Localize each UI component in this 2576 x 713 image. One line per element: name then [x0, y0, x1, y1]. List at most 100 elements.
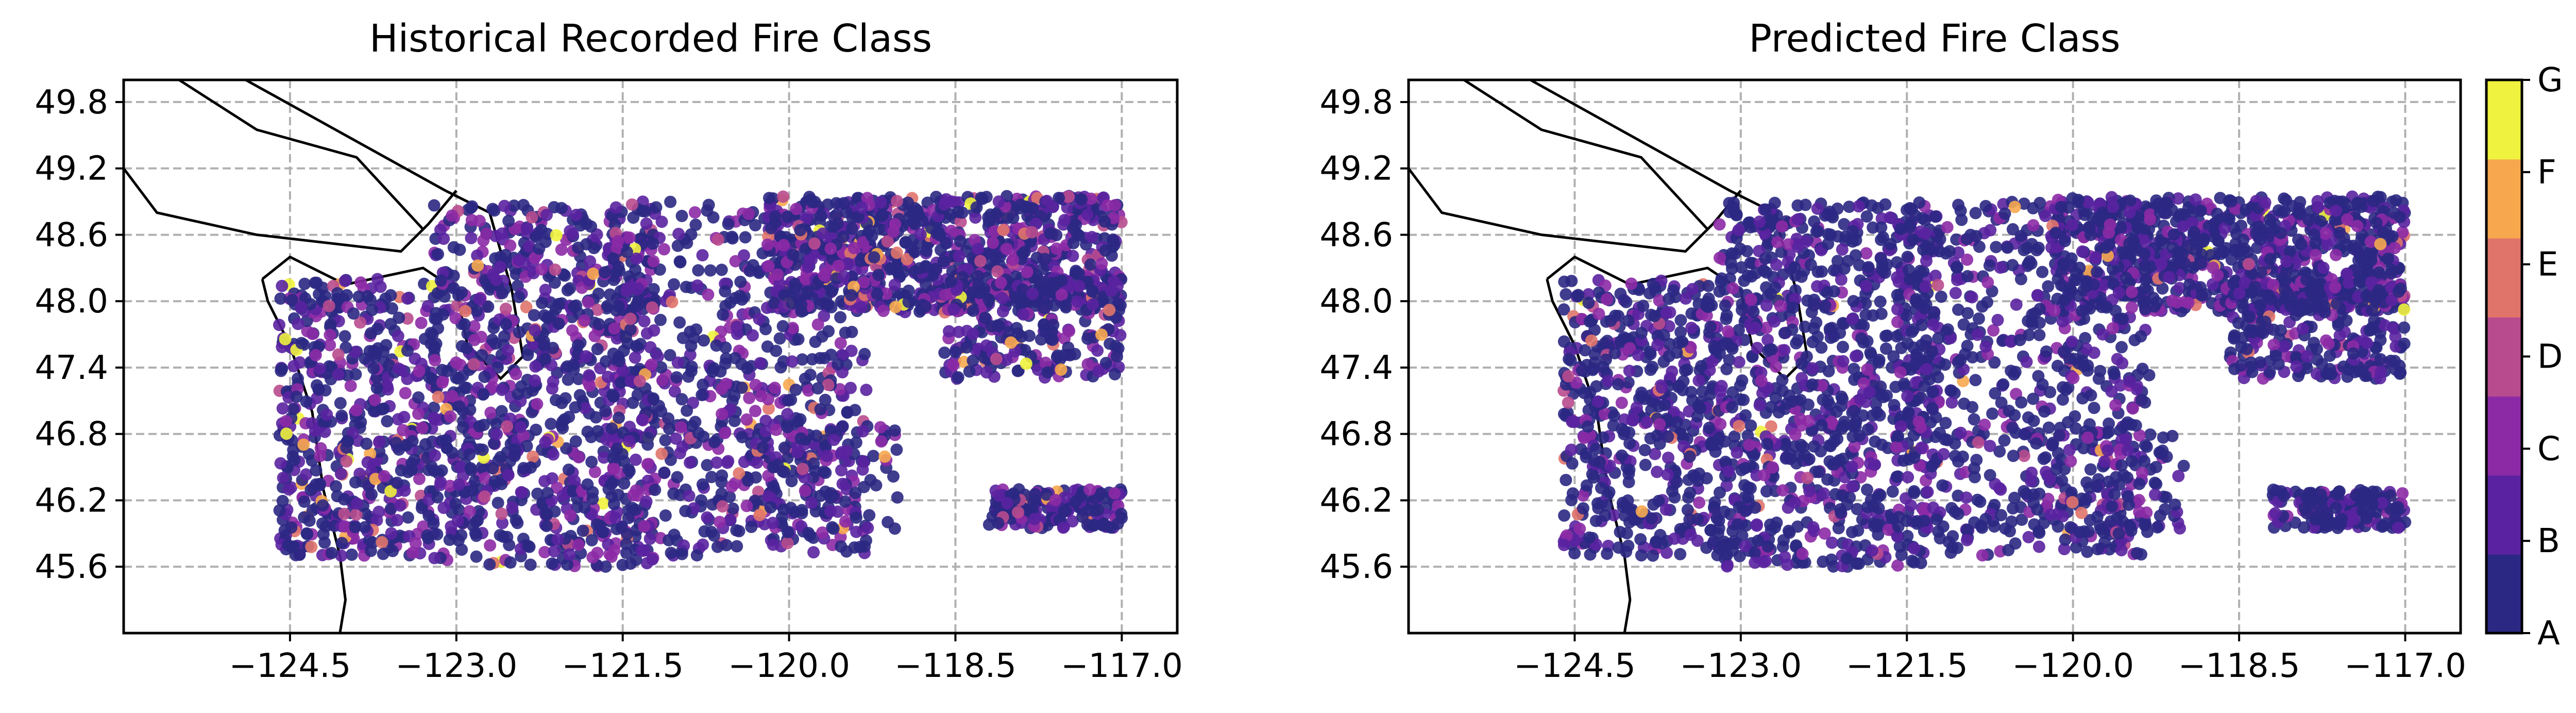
scatter-point [824, 505, 837, 518]
scatter-point [1623, 364, 1636, 377]
scatter-point [1017, 308, 1030, 321]
scatter-point [1759, 252, 1772, 265]
scatter-point [1625, 277, 1638, 290]
scatter-point [1111, 517, 1124, 530]
scatter-point [1891, 559, 1904, 572]
scatter-point [902, 295, 915, 308]
scatter-point [638, 315, 651, 328]
scatter-point [1016, 247, 1029, 260]
scatter-point [416, 422, 429, 435]
scatter-point [347, 307, 360, 320]
scatter-point [749, 219, 761, 231]
scatter-point [484, 539, 497, 552]
scatter-point [1682, 491, 1694, 504]
scatter-point [561, 284, 574, 296]
scatter-point [349, 521, 362, 534]
scatter-point [733, 467, 745, 480]
scatter-point [788, 283, 801, 295]
scatter-point [992, 517, 1005, 529]
scatter-point [1740, 519, 1753, 532]
scatter-point [876, 209, 889, 222]
scatter-point [521, 349, 534, 361]
scatter-point [1815, 341, 1828, 354]
scatter-point [1101, 199, 1114, 212]
scatter-point [796, 462, 809, 475]
scatter-point [673, 447, 686, 459]
scatter-point [515, 486, 528, 499]
scatter-point [496, 227, 509, 240]
scatter-point [427, 517, 440, 530]
scatter-point [866, 230, 878, 242]
scatter-point [323, 300, 335, 312]
scatter-point [815, 209, 827, 222]
scatter-point [731, 320, 743, 333]
scatter-point [1591, 395, 1604, 408]
scatter-point [747, 329, 759, 342]
scatter-point [504, 556, 517, 569]
scatter-point [592, 318, 605, 330]
scatter-point [1683, 450, 1696, 463]
scatter-point [520, 440, 533, 453]
scatter-point [1726, 386, 1739, 399]
scatter-point [649, 484, 662, 496]
scatter-point [512, 388, 524, 401]
scatter-point [436, 376, 449, 389]
scatter-point [837, 230, 850, 243]
scatter-point [1702, 301, 1715, 313]
scatter-point [472, 505, 485, 518]
scatter-point [529, 374, 541, 387]
scatter-point [335, 549, 348, 562]
scatter-point [1855, 332, 1868, 345]
scatter-point [1666, 366, 1679, 378]
scatter-point [1623, 463, 1636, 476]
scatter-point [482, 301, 495, 313]
scatter-point [720, 352, 733, 365]
scatter-point [753, 312, 766, 325]
scatter-point [464, 403, 477, 416]
scatter-point [316, 499, 329, 512]
scatter-point [675, 393, 688, 406]
scatter-point [274, 457, 287, 470]
scatter-point [874, 421, 887, 434]
scatter-point [1620, 545, 1633, 558]
scatter-point [646, 553, 659, 566]
scatter-point [1726, 342, 1739, 355]
scatter-point [435, 464, 448, 477]
scatter-point [1879, 329, 1892, 342]
scatter-point [564, 225, 577, 238]
scatter-point [429, 449, 442, 462]
scatter-point [469, 475, 482, 488]
scatter-point [765, 222, 777, 235]
scatter-point [722, 218, 735, 230]
scatter-point [349, 345, 362, 358]
scatter-point [827, 490, 840, 503]
scatter-point [612, 260, 625, 273]
scatter-point [619, 330, 632, 343]
scatter-point [399, 387, 412, 400]
scatter-point [1843, 201, 1856, 213]
scatter-point [1807, 521, 1820, 534]
scatter-points [1557, 190, 2412, 573]
scatter-point [1577, 502, 1589, 515]
scatter-point [292, 372, 304, 385]
scatter-point [806, 353, 819, 366]
scatter-point [360, 437, 373, 450]
scatter-point [877, 305, 890, 317]
scatter-point [980, 366, 993, 379]
scatter-point [467, 358, 480, 371]
scatter-point [647, 283, 660, 295]
scatter-point [286, 294, 299, 307]
scatter-point [1676, 335, 1689, 348]
scatter-point [956, 206, 969, 219]
scatter-point [870, 479, 883, 492]
scatter-point [629, 263, 642, 276]
scatter-point [1091, 344, 1104, 357]
scatter-point [1761, 344, 1774, 357]
scatter-point [496, 517, 509, 529]
scatter-point [666, 295, 679, 308]
scatter-point [1908, 556, 1920, 569]
scatter-point [523, 240, 536, 253]
scatter-point [745, 521, 758, 533]
scatter-point [1874, 295, 1887, 308]
scatter-point [415, 317, 428, 329]
